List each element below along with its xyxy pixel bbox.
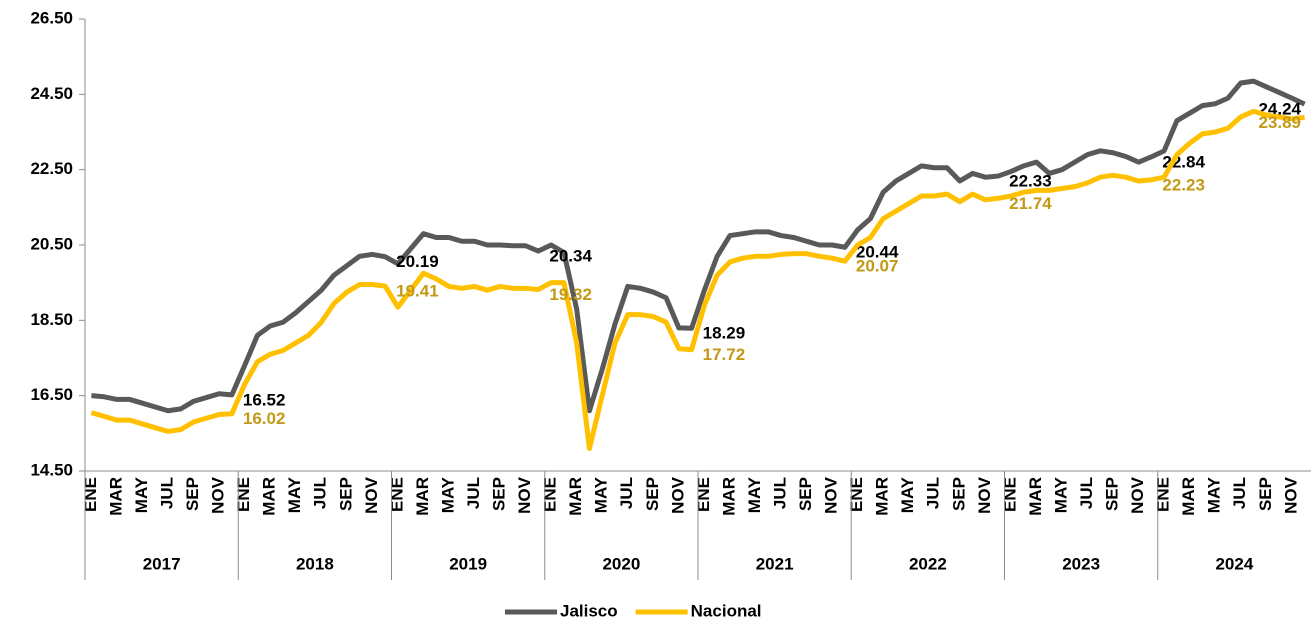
x-tick-label: MAR bbox=[413, 477, 432, 516]
x-tick-label: ENE bbox=[694, 477, 713, 512]
x-tick-label: NOV bbox=[1128, 476, 1147, 514]
year-label: 2018 bbox=[296, 554, 334, 573]
x-tick-label: SEP bbox=[1103, 477, 1122, 511]
data-label: 20.34 bbox=[549, 247, 592, 266]
y-tick-label: 20.50 bbox=[30, 234, 73, 253]
y-tick-label: 18.50 bbox=[30, 310, 73, 329]
x-tick-label: MAY bbox=[438, 476, 457, 513]
data-label: 22.33 bbox=[1009, 172, 1052, 191]
x-tick-label: SEP bbox=[183, 477, 202, 511]
x-tick-label: ENE bbox=[541, 477, 560, 512]
data-label: 20.44 bbox=[856, 243, 899, 262]
x-tick-label: JUL bbox=[157, 477, 176, 509]
year-label: 2021 bbox=[756, 554, 794, 573]
series-line bbox=[90, 108, 1305, 451]
x-tick-label: ENE bbox=[1000, 477, 1019, 512]
data-label: 17.72 bbox=[703, 345, 746, 364]
x-tick-label: SEP bbox=[1256, 477, 1275, 511]
x-tick-label: SEP bbox=[336, 477, 355, 511]
x-tick-label: JUL bbox=[311, 477, 330, 509]
y-tick-label: 24.50 bbox=[30, 84, 73, 103]
year-label: 2022 bbox=[909, 554, 947, 573]
data-label: 21.74 bbox=[1009, 194, 1052, 213]
y-tick-label: 16.50 bbox=[30, 385, 73, 404]
x-tick-label: ENE bbox=[847, 477, 866, 512]
x-tick-label: MAY bbox=[1051, 476, 1070, 513]
x-tick-label: ENE bbox=[387, 477, 406, 512]
year-label: 2024 bbox=[1215, 554, 1253, 573]
data-label: 20.19 bbox=[396, 252, 439, 271]
x-tick-label: JUL bbox=[924, 477, 943, 509]
data-label: 20.07 bbox=[856, 257, 899, 276]
x-tick-label: MAR bbox=[260, 477, 279, 516]
data-label: 19.41 bbox=[396, 282, 439, 301]
x-tick-label: SEP bbox=[643, 477, 662, 511]
x-tick-label: NOV bbox=[362, 476, 381, 514]
legend-label: Jalisco bbox=[560, 601, 618, 620]
series-line bbox=[91, 78, 1306, 414]
year-label: 2020 bbox=[602, 554, 640, 573]
x-tick-label: NOV bbox=[1281, 476, 1300, 514]
x-tick-label: MAY bbox=[745, 476, 764, 513]
x-tick-label: SEP bbox=[490, 477, 509, 511]
y-tick-label: 26.50 bbox=[30, 8, 73, 27]
year-label: 2017 bbox=[143, 554, 181, 573]
data-label: 19.32 bbox=[549, 285, 592, 304]
legend-label: Nacional bbox=[691, 601, 762, 620]
x-tick-label: NOV bbox=[822, 476, 841, 514]
x-tick-label: JUL bbox=[1230, 477, 1249, 509]
x-tick-label: ENE bbox=[81, 477, 100, 512]
x-tick-label: MAR bbox=[1179, 477, 1198, 516]
x-tick-label: MAR bbox=[1026, 477, 1045, 516]
x-tick-label: MAY bbox=[1205, 476, 1224, 513]
x-tick-label: JUL bbox=[770, 477, 789, 509]
x-tick-label: SEP bbox=[796, 477, 815, 511]
x-tick-label: JUL bbox=[464, 477, 483, 509]
x-tick-label: MAY bbox=[898, 476, 917, 513]
x-tick-label: NOV bbox=[668, 476, 687, 514]
year-label: 2019 bbox=[449, 554, 487, 573]
x-tick-label: SEP bbox=[949, 477, 968, 511]
x-tick-label: MAR bbox=[873, 477, 892, 516]
x-tick-label: ENE bbox=[1154, 477, 1173, 512]
y-tick-label: 22.50 bbox=[30, 159, 73, 178]
x-tick-label: MAR bbox=[719, 477, 738, 516]
x-tick-label: MAY bbox=[132, 476, 151, 513]
x-tick-label: ENE bbox=[234, 477, 253, 512]
x-tick-label: JUL bbox=[617, 477, 636, 509]
x-tick-label: NOV bbox=[209, 476, 228, 514]
data-label: 18.29 bbox=[703, 324, 746, 343]
x-tick-label: JUL bbox=[1077, 477, 1096, 509]
x-tick-label: NOV bbox=[515, 476, 534, 514]
x-tick-label: MAY bbox=[592, 476, 611, 513]
x-tick-label: MAR bbox=[106, 477, 125, 516]
x-tick-label: MAR bbox=[566, 477, 585, 516]
y-tick-label: 14.50 bbox=[30, 460, 73, 479]
year-label: 2023 bbox=[1062, 554, 1100, 573]
x-tick-label: NOV bbox=[975, 476, 994, 514]
data-label: 22.23 bbox=[1162, 175, 1205, 194]
data-label: 23.89 bbox=[1258, 113, 1301, 132]
data-label: 16.52 bbox=[243, 390, 286, 409]
x-tick-label: MAY bbox=[285, 476, 304, 513]
data-label: 16.02 bbox=[243, 409, 286, 428]
